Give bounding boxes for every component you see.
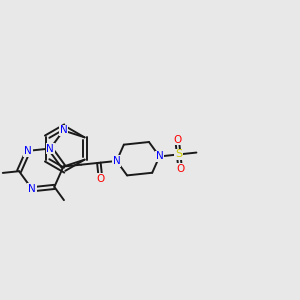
Text: N: N	[113, 156, 121, 166]
Text: N: N	[28, 184, 36, 194]
Text: N: N	[59, 125, 67, 136]
Text: O: O	[97, 174, 105, 184]
Text: N: N	[46, 143, 54, 154]
Text: O: O	[176, 164, 184, 174]
Text: O: O	[173, 135, 181, 145]
Text: N: N	[24, 146, 32, 156]
Text: S: S	[175, 149, 182, 159]
Text: N: N	[156, 152, 163, 161]
